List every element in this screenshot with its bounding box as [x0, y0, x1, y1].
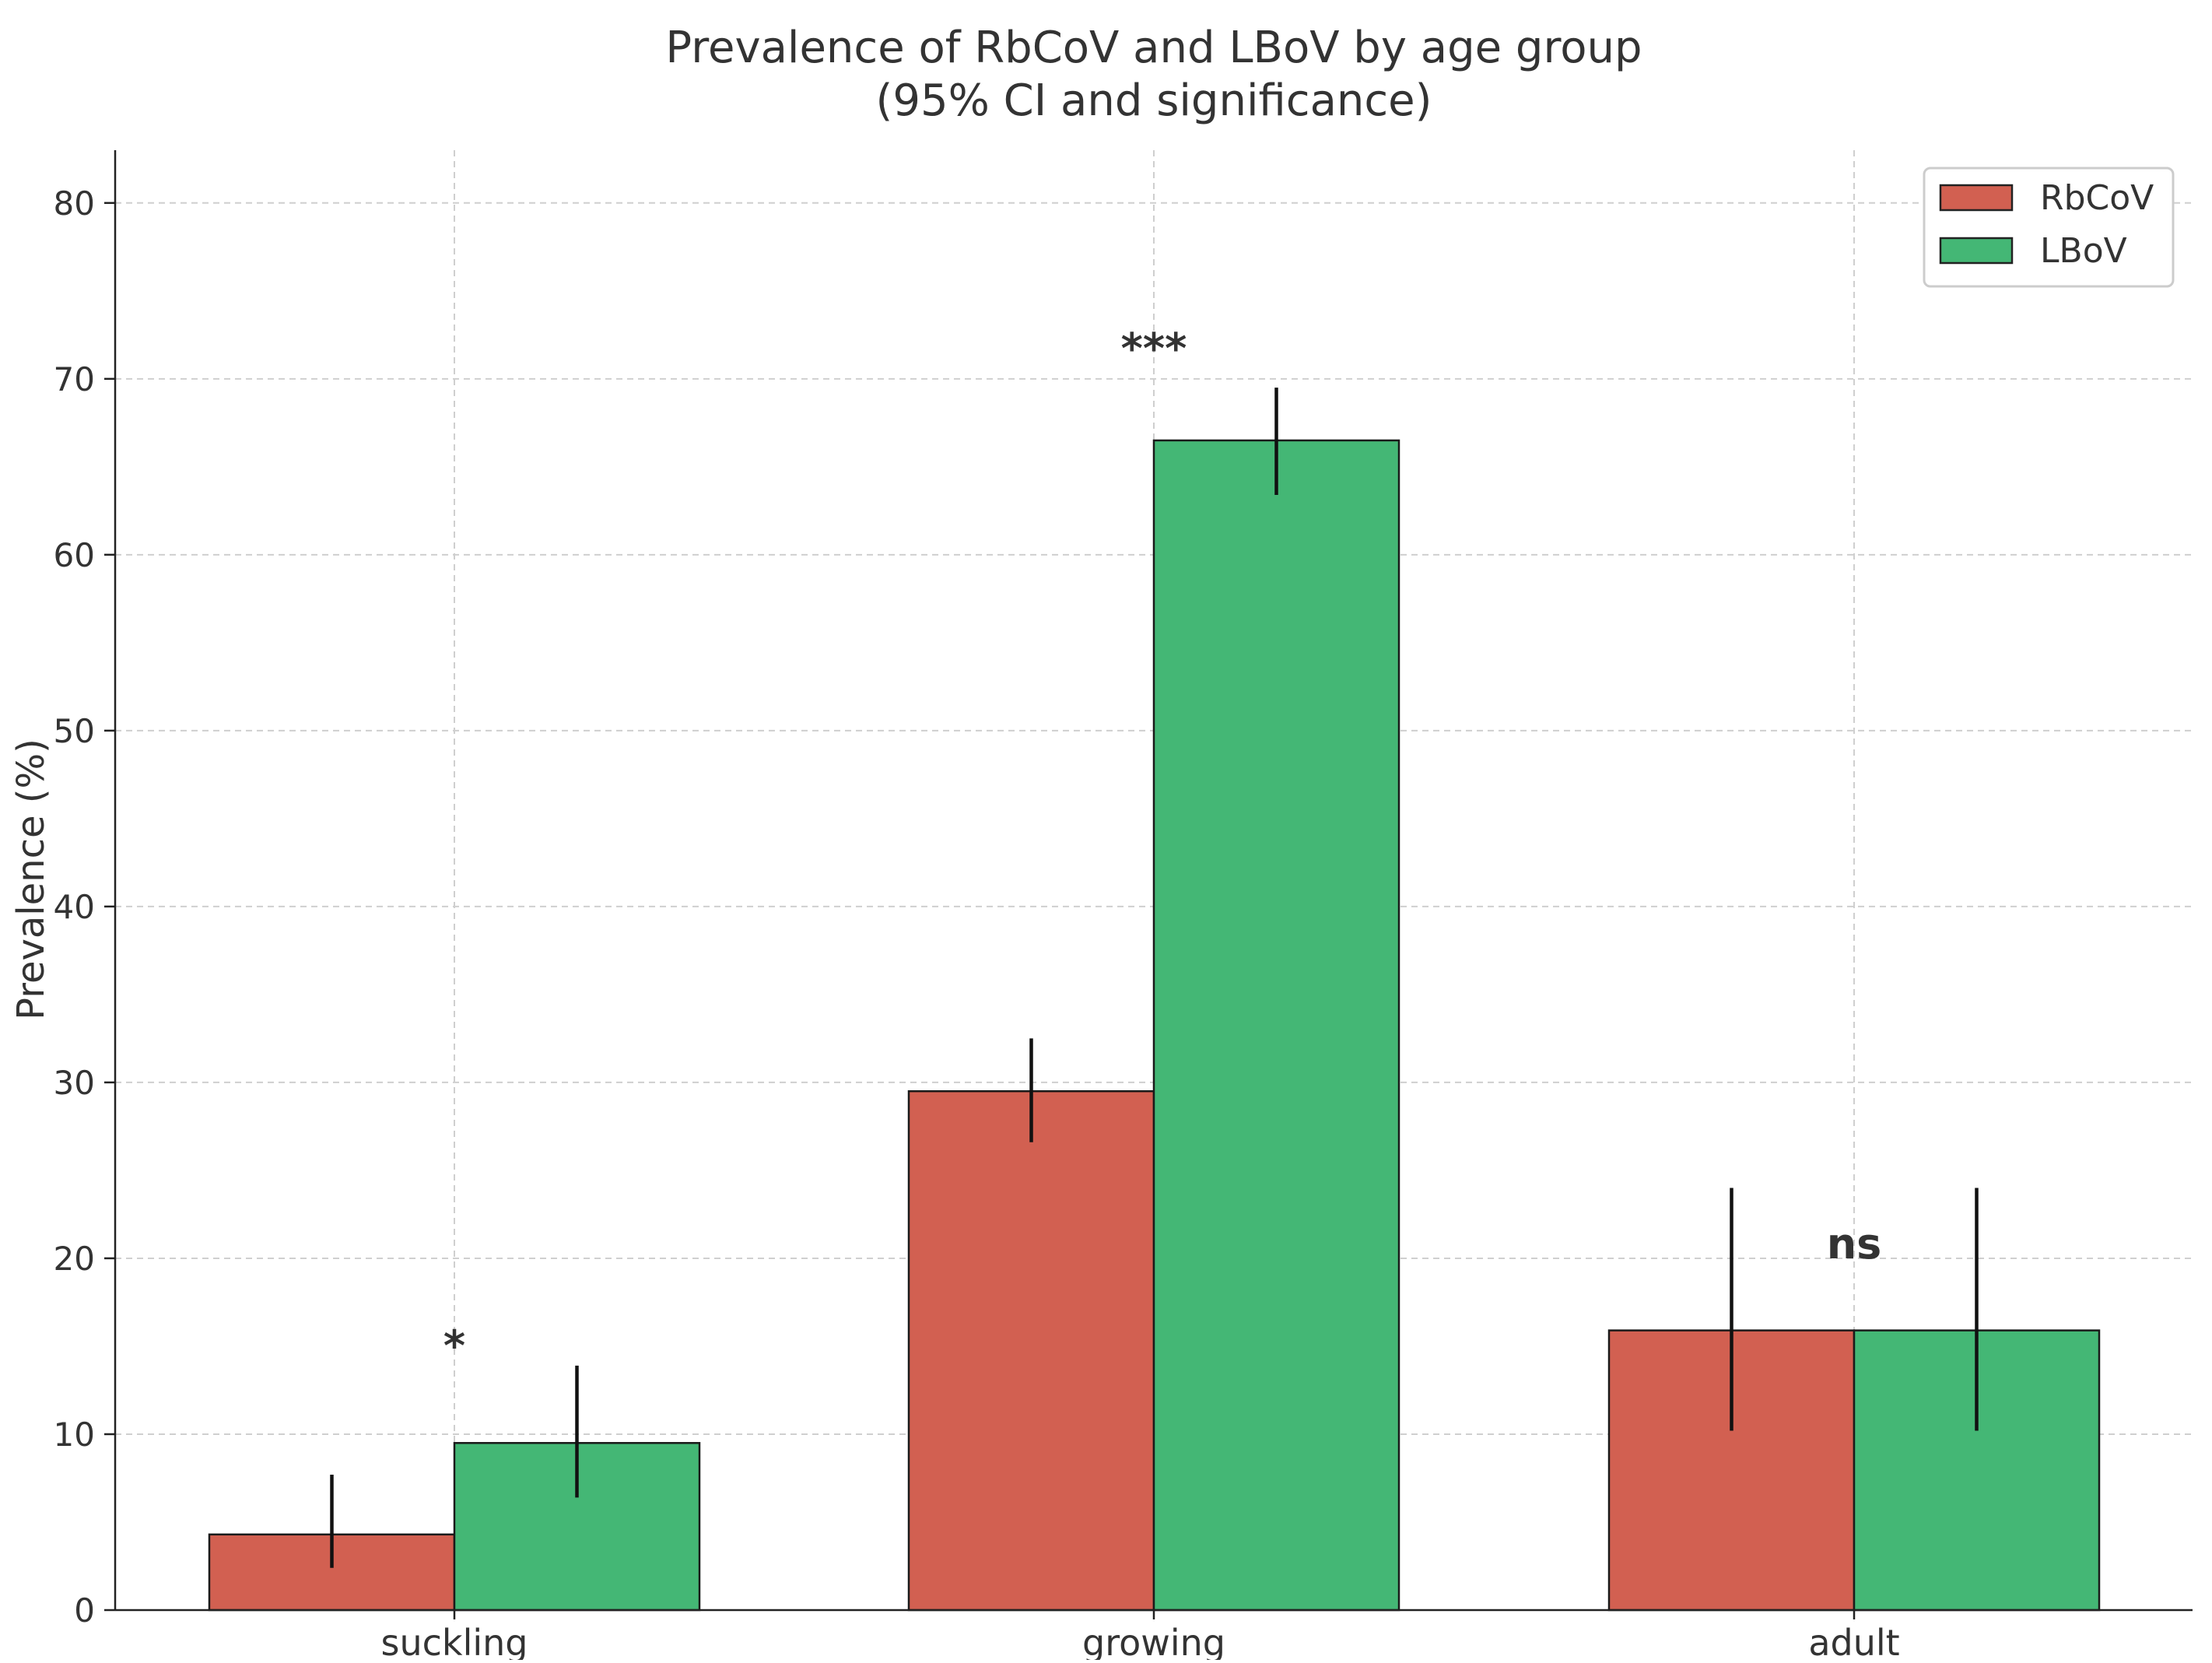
y-tick-label: 0: [74, 1591, 95, 1630]
y-tick-label: 40: [54, 888, 95, 926]
legend-label-rbcov: RbCoV: [2040, 178, 2154, 218]
y-tick-label: 80: [54, 184, 95, 223]
legend-swatch-rbcov: [1939, 184, 2014, 212]
legend-label-lbov: LBoV: [2040, 231, 2127, 271]
legend: RbCoV LBoV: [1923, 167, 2175, 288]
x-tick-label-growing: growing: [1082, 1622, 1225, 1660]
axes: 0 10 20 30 40 50 60 70 80 suckling growing adult: [54, 150, 2193, 1663]
bar-lbov-growing: [1152, 439, 1400, 1612]
significance-label-adult: ns: [1827, 1219, 1882, 1268]
y-axis-label: Prevalence (%): [9, 739, 53, 1020]
y-tick-label: 20: [54, 1240, 95, 1278]
chart-subtitle: (95% CI and significance): [876, 75, 1432, 126]
bar-rbcov-growing: [907, 1089, 1155, 1612]
x-tick-label-suckling: suckling: [381, 1622, 528, 1660]
y-tick-label: 70: [54, 360, 95, 398]
bars: [208, 439, 2101, 1612]
y-tick-label: 60: [54, 536, 95, 574]
significance-label-suckling: *: [443, 1321, 465, 1370]
y-tick-label: 30: [54, 1064, 95, 1102]
significance-labels: ****ns: [443, 324, 1881, 1370]
y-tick-label: 10: [54, 1416, 95, 1454]
error-bars: [330, 388, 1979, 1568]
legend-swatch-lbov: [1939, 237, 2014, 265]
chart-title: Prevalence of RbCoV and LBoV by age grou…: [665, 23, 1642, 73]
x-tick-label-adult: adult: [1808, 1622, 1899, 1660]
significance-label-growing: ***: [1121, 324, 1187, 373]
y-tick-label: 50: [54, 712, 95, 750]
